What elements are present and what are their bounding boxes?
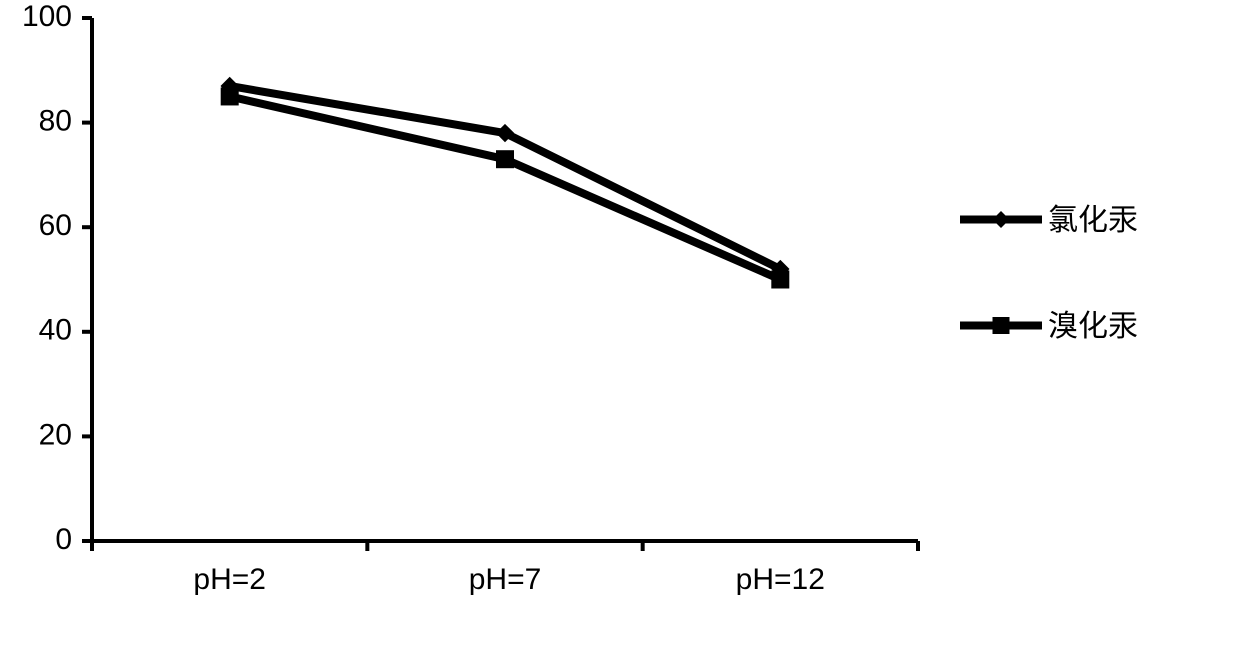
y-axis-tick-label: 40 xyxy=(39,314,72,347)
legend-swatch xyxy=(960,315,1042,332)
y-axis-tick-label: 100 xyxy=(22,0,72,33)
chart-page: 0 20 40 60 80 100 pH=2 pH=7 pH=12 氯化汞溴化汞 xyxy=(0,0,1240,646)
x-axis-category-label: pH=2 xyxy=(193,563,266,596)
y-axis-tick-label: 80 xyxy=(39,105,72,138)
legend-swatch-svg xyxy=(960,315,1042,336)
series-1 xyxy=(221,88,789,288)
marker-square xyxy=(221,88,238,105)
y-axis-tick-label: 0 xyxy=(55,523,72,556)
marker-square xyxy=(772,271,789,288)
y-axis-tick-label: 20 xyxy=(39,418,72,451)
x-axis-category-label: pH=12 xyxy=(736,563,825,596)
legend-item: 溴化汞 xyxy=(960,306,1138,340)
legend-swatch xyxy=(960,209,1042,226)
legend-label: 氯化汞 xyxy=(1048,195,1138,239)
legend-label: 溴化汞 xyxy=(1048,301,1138,345)
legend: 氯化汞溴化汞 xyxy=(960,200,1138,340)
x-axis-category-label: pH=7 xyxy=(469,563,542,596)
legend-swatch-svg xyxy=(960,209,1042,230)
marker-square xyxy=(497,151,514,168)
legend-item: 氯化汞 xyxy=(960,200,1138,234)
y-axis-tick-label: 60 xyxy=(39,209,72,242)
